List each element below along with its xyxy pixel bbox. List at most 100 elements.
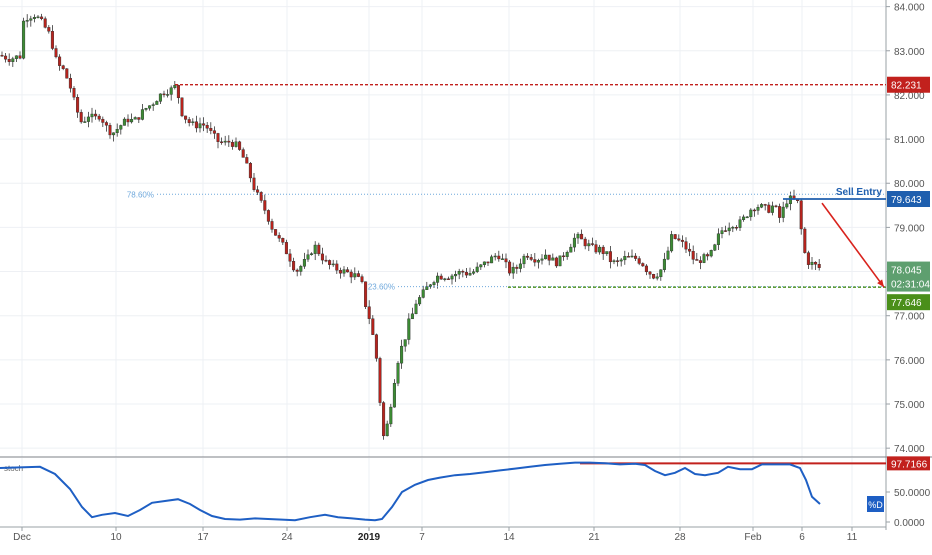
candle-body	[432, 282, 436, 285]
candle-body	[605, 251, 609, 255]
candle-body	[760, 204, 764, 208]
candle-body	[410, 313, 414, 320]
candle-body	[0, 54, 4, 57]
candle-body	[328, 260, 332, 265]
candle-body	[234, 141, 238, 147]
y-tick-label: 74.000	[894, 444, 925, 455]
candle-body	[277, 235, 281, 239]
candle-body	[227, 140, 231, 143]
candle-body	[36, 16, 40, 19]
candle-body	[691, 251, 695, 260]
candle-body	[18, 55, 22, 59]
candle-body	[144, 108, 148, 110]
y-tick-label: 81.000	[894, 135, 925, 146]
candle-body	[472, 271, 476, 274]
candle-body	[702, 254, 706, 263]
candle-body	[443, 278, 447, 280]
x-tick-label: 11	[847, 532, 858, 543]
candle-body	[716, 233, 720, 245]
candle-body	[266, 210, 270, 222]
candle-body	[90, 113, 94, 118]
candle-body	[695, 259, 699, 261]
candle-body	[612, 260, 616, 263]
candle-body	[774, 205, 778, 208]
candle-body	[295, 269, 299, 272]
candle-body	[799, 200, 803, 230]
candle-body	[670, 234, 674, 252]
candle-body	[72, 88, 76, 98]
candle-body	[569, 246, 573, 253]
candle-body	[252, 177, 256, 190]
y-tick-label: 76.000	[894, 356, 925, 367]
candle-body	[119, 125, 123, 130]
candle-body	[374, 334, 378, 359]
y-tick-label: 82.000	[894, 91, 925, 102]
candle-body	[288, 253, 292, 262]
support-price-tag	[887, 294, 930, 311]
target-arrow-head	[877, 279, 884, 288]
candle-body	[554, 257, 558, 267]
resistance-price-label: 82.231	[891, 81, 922, 92]
candle-body	[583, 238, 587, 247]
candle-body	[511, 266, 515, 274]
candle-body	[688, 248, 692, 252]
candle-body	[310, 253, 314, 255]
candle-body	[162, 93, 166, 96]
candle-body	[65, 68, 69, 79]
candle-body	[292, 261, 296, 271]
candle-body	[551, 257, 555, 261]
candle-body	[241, 149, 245, 158]
candle-body	[425, 286, 429, 290]
candle-body	[187, 119, 191, 123]
candle-body	[745, 216, 749, 219]
candle-body	[202, 123, 206, 126]
candle-body	[652, 274, 656, 279]
candle-body	[734, 227, 738, 229]
candle-body	[302, 259, 306, 267]
candle-body	[378, 358, 382, 403]
candle-body	[414, 303, 418, 315]
candle-body	[212, 130, 216, 134]
candle-body	[122, 118, 126, 126]
candle-body	[749, 209, 753, 218]
candle-body	[130, 119, 134, 123]
candle-body	[500, 258, 504, 260]
candle-body	[706, 254, 710, 257]
candle-body	[209, 128, 213, 131]
candle-body	[558, 255, 562, 267]
candle-body	[450, 275, 454, 280]
candle-body	[598, 246, 602, 253]
x-tick-label: 14	[503, 532, 515, 543]
candle-body	[580, 233, 584, 240]
stoch-series-tag	[867, 496, 884, 512]
candle-body	[515, 266, 519, 269]
candle-body	[436, 275, 440, 283]
osc-y-tick-label: 50.0000	[894, 488, 931, 499]
candle-body	[54, 48, 58, 58]
candle-body	[778, 206, 782, 218]
candle-body	[385, 423, 389, 437]
candle-body	[47, 27, 51, 32]
stoch-level-tag	[887, 456, 930, 471]
candle-body	[547, 254, 551, 261]
candle-body	[655, 276, 659, 279]
candle-body	[576, 233, 580, 239]
candle-body	[392, 383, 396, 408]
candle-body	[738, 219, 742, 228]
x-tick-label: 7	[419, 532, 425, 543]
sell-entry-price-tag	[887, 191, 930, 208]
candle-body	[101, 118, 105, 123]
candle-body	[662, 258, 666, 270]
candle-body	[180, 97, 184, 117]
candle-body	[274, 229, 278, 236]
candle-body	[637, 258, 641, 264]
candle-body	[565, 252, 569, 257]
candle-body	[140, 109, 144, 120]
candle-body	[205, 125, 209, 129]
candle-body	[313, 244, 317, 254]
candle-body	[454, 274, 458, 277]
x-tick-label: 2019	[358, 532, 381, 543]
candle-body	[817, 264, 821, 268]
candle-body	[418, 297, 422, 305]
candle-body	[104, 122, 108, 126]
